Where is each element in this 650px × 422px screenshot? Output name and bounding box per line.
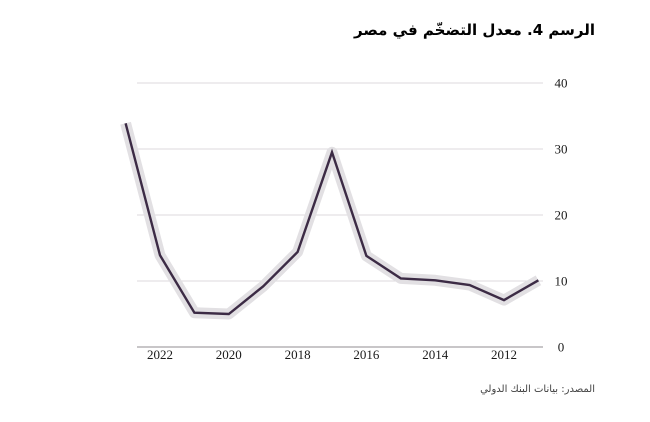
x-axis-tick-label: 2014	[422, 347, 449, 362]
x-axis-tick-label: 2012	[491, 347, 517, 362]
x-axis-tick-label: 2022	[147, 347, 173, 362]
inflation-line	[124, 122, 539, 316]
y-axis-tick-label: 10	[555, 274, 568, 289]
y-axis-tick-label: 20	[555, 208, 568, 223]
x-axis-tick-label: 2018	[285, 347, 311, 362]
x-axis-tick-label: 2016	[353, 347, 380, 362]
x-axis-tick-label: 2020	[216, 347, 242, 362]
y-axis-tick-label: 30	[555, 142, 568, 157]
figure-title: الرسم 4. معدل التضخّم في مصر	[354, 21, 595, 39]
y-axis-tick-label: 40	[555, 76, 568, 91]
y-axis-tick-label: 0	[558, 340, 565, 355]
source-note: المصدر: بيانات البنك الدولي	[480, 384, 595, 395]
